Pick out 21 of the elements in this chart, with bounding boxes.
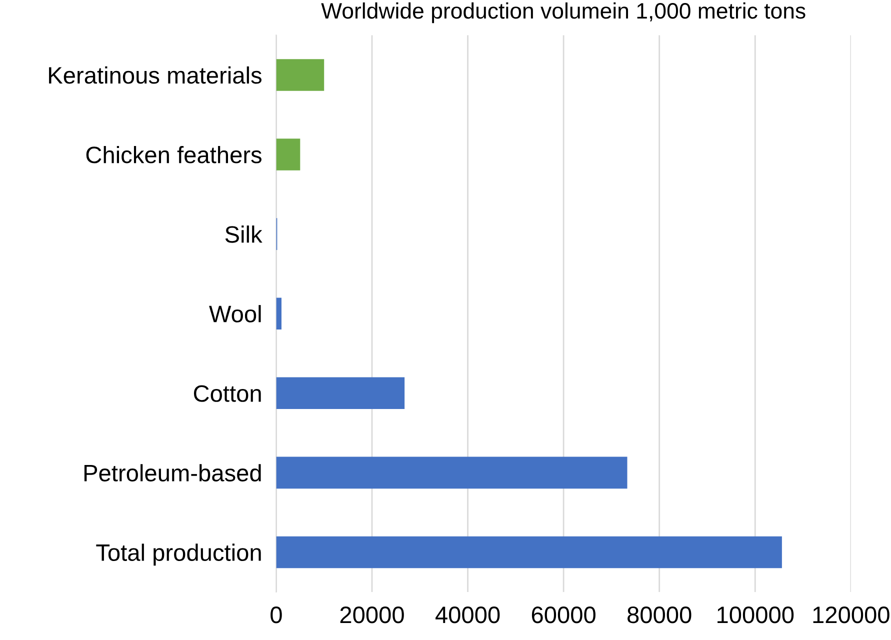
bar <box>276 59 324 91</box>
y-tick-label: Cotton <box>194 385 261 402</box>
bar <box>276 298 282 330</box>
x-tick-label: 20000 <box>340 606 404 624</box>
bar <box>276 138 300 170</box>
y-tick-label: Wool <box>209 305 261 322</box>
y-tick-label: Silk <box>225 226 262 243</box>
y-tick-label: Petroleum-based <box>84 464 261 482</box>
bar <box>276 536 782 568</box>
bar <box>276 456 628 489</box>
chart-title: Worldwide production volumein 1,000 metric tons <box>321 2 806 24</box>
x-tick-label: 120000 <box>813 606 890 624</box>
x-tick-label: 40000 <box>435 606 500 624</box>
y-tick-label: Keratinous materials <box>49 66 262 84</box>
y-tick-label: Chicken feathers <box>86 146 262 164</box>
bar <box>276 377 405 410</box>
x-tick-label: 0 <box>270 606 282 624</box>
y-tick-label: Total production <box>96 544 261 566</box>
x-tick-label: 60000 <box>532 606 596 624</box>
x-tick-label: 80000 <box>628 606 692 624</box>
x-tick-label: 100000 <box>718 606 794 624</box>
